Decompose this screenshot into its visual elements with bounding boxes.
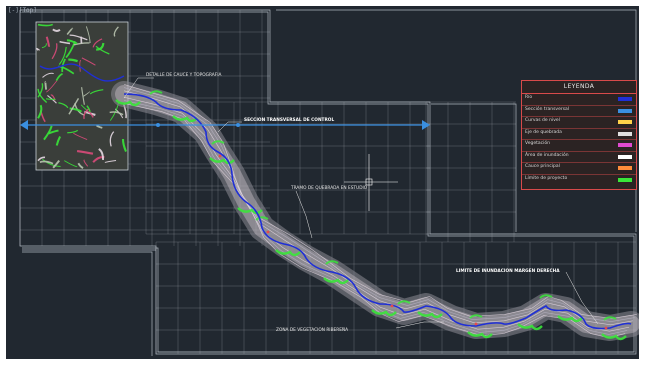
callout-upper[interactable]: DETALLE DE CAUCE Y TOPOGRAFIA	[146, 72, 221, 78]
legend-row-label: Límite de proyecto	[525, 175, 568, 181]
legend-table[interactable]: LEYENDA Río Sección transversal Curvas de …	[521, 80, 637, 190]
legend-swatch	[618, 97, 632, 101]
legend-swatch	[618, 108, 632, 113]
legend-row: Río	[522, 94, 636, 106]
callout-right[interactable]: LIMITE DE INUNDACION MARGEN DERECHA	[456, 268, 560, 274]
legend-row: Sección transversal	[522, 106, 636, 117]
legend-swatch	[618, 166, 632, 170]
crosshair-cursor	[344, 154, 398, 211]
legend-swatch	[618, 120, 632, 124]
legend-row-label: Eje de quebrada	[525, 129, 562, 135]
legend-row: Curvas de nivel	[522, 117, 636, 129]
legend-row-label: Cauce principal	[525, 164, 560, 169]
callout-leaders	[123, 77, 599, 329]
sheet-frames	[19, 9, 637, 356]
viewport-label[interactable]: [-][Top]	[8, 7, 37, 14]
river-corridor	[111, 81, 639, 341]
legend-swatch	[618, 154, 632, 159]
legend-rows: Río Sección transversal Curvas de nivel Eje…	[522, 94, 636, 185]
legend-row-label: Sección transversal	[525, 106, 570, 112]
cad-drawing[interactable]: DETALLE DE CAUCE Y TOPOGRAFIA SECCION TR…	[6, 6, 639, 359]
legend-row-label: Vegetación	[525, 141, 550, 146]
legend-row-label: Área de inundación	[525, 152, 569, 158]
topography-detail-panel	[35, 21, 129, 171]
legend-row: Límite de proyecto	[522, 175, 636, 186]
legend-row-label: Curvas de nivel	[525, 118, 560, 123]
legend-swatch	[618, 143, 632, 147]
legend-row-label: Río	[525, 95, 533, 100]
legend-swatch	[618, 177, 632, 182]
legend-row: Vegetación	[522, 140, 636, 152]
legend-row: Área de inundación	[522, 152, 636, 163]
callout-lower[interactable]: ZONA DE VEGETACION RIBEREÑA	[276, 326, 348, 333]
callout-middle[interactable]: TRAMO DE QUEBRADA EN ESTUDIO	[290, 185, 368, 191]
legend-row: Cauce principal	[522, 163, 636, 175]
legend-swatch	[618, 131, 632, 136]
cad-viewport[interactable]: [-][Top]	[6, 6, 639, 359]
callout-section[interactable]: SECCION TRANSVERSAL DE CONTROL	[244, 117, 334, 123]
legend-row: Eje de quebrada	[522, 129, 636, 140]
legend-title: LEYENDA	[522, 81, 636, 94]
